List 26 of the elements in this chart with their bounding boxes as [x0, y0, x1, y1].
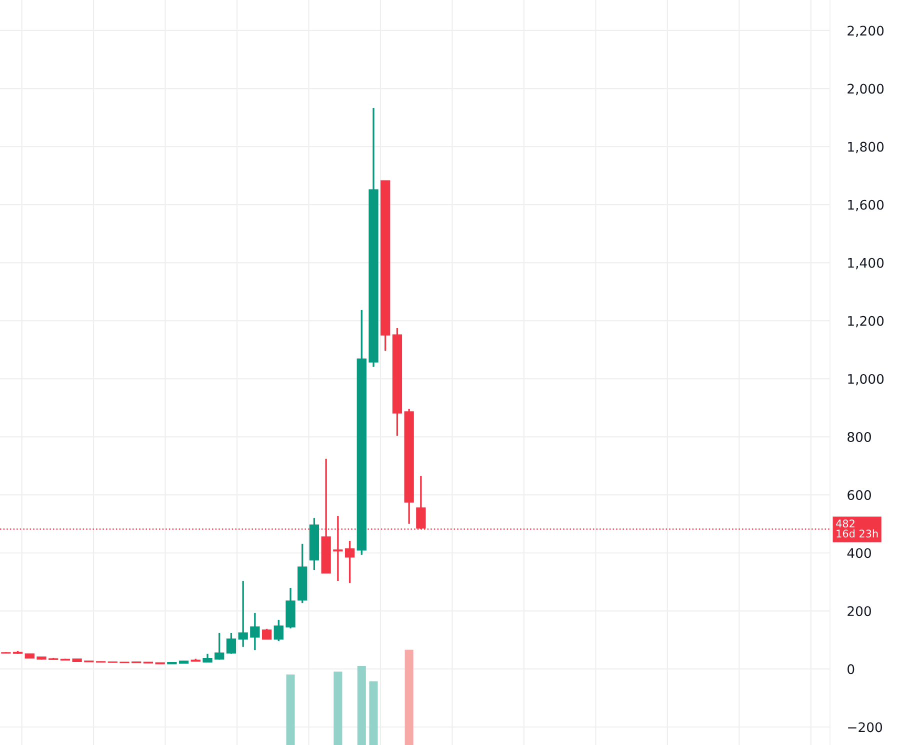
ref-line-label: 482 16d 23h	[836, 520, 878, 538]
bar	[404, 650, 414, 745]
y-tick-label: 200	[848, 606, 871, 616]
candlestick	[344, 540, 355, 584]
bar	[334, 672, 342, 745]
y-tick-label: 600	[848, 490, 871, 500]
y-tick-label: 2,000	[848, 84, 884, 96]
y-tick-label: 1,000	[848, 374, 884, 386]
y-tick-label: 1,800	[848, 142, 884, 154]
candlestick	[250, 612, 260, 651]
candlestick	[226, 632, 236, 655]
y-tick-label: 800	[848, 432, 871, 442]
candlestick	[274, 619, 284, 642]
y-tick-label: −200	[848, 722, 882, 732]
y-tick-label: 0	[848, 664, 854, 674]
candlestick	[238, 580, 248, 648]
y-tick-label: 1,400	[848, 258, 884, 270]
bar	[369, 681, 378, 745]
bar	[286, 674, 295, 745]
candlestick	[214, 632, 224, 661]
y-tick-label: 1,200	[848, 316, 884, 328]
y-tick-label: 1,600	[848, 200, 884, 212]
candlestick	[262, 628, 272, 640]
y-tick-label: 2,200	[848, 26, 884, 38]
y-tick-label: 400	[847, 548, 871, 558]
bar	[357, 666, 366, 745]
